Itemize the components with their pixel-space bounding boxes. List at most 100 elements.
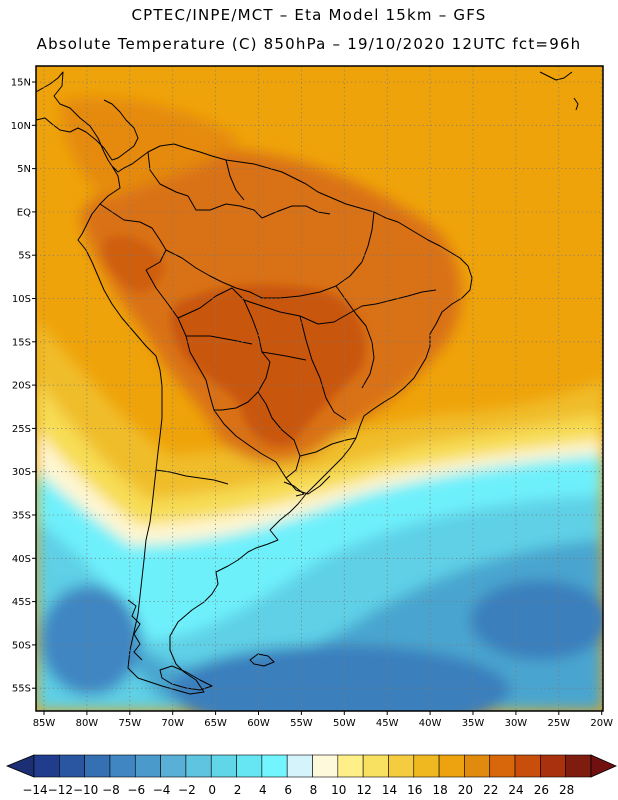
lat-label: 5S bbox=[18, 251, 31, 262]
border-colombia-ecuador-peru bbox=[99, 203, 167, 271]
lon-label: 40W bbox=[419, 718, 442, 729]
colorbar-swatch bbox=[109, 754, 136, 778]
coastlines bbox=[36, 71, 579, 695]
west-hot-zone bbox=[103, 236, 165, 293]
colorbar-label: 20 bbox=[458, 783, 473, 797]
lat-label: 10S bbox=[12, 294, 31, 305]
border-argentina-north bbox=[213, 409, 331, 495]
border-brazil-states-4 bbox=[375, 289, 437, 305]
chart-title-line1: CPTEC/INPE/MCT – Eta Model 15km – GFS bbox=[131, 6, 487, 24]
colorbar-label: 6 bbox=[284, 783, 292, 797]
central-america-coast-west bbox=[36, 71, 113, 167]
colorbar-swatch bbox=[185, 754, 212, 778]
colorbar-label: 16 bbox=[407, 783, 422, 797]
colorbar-swatch bbox=[540, 754, 566, 778]
cold-core-southwest bbox=[40, 585, 140, 695]
central-america-coast-east bbox=[36, 99, 139, 161]
colorbar-label: −10 bbox=[73, 783, 98, 797]
lat-label: 5N bbox=[17, 164, 31, 175]
colorbar-swatch bbox=[489, 754, 516, 778]
colorbar-swatch bbox=[565, 754, 592, 778]
border-north bbox=[147, 151, 331, 219]
colorbar-label: 24 bbox=[508, 783, 523, 797]
lat-label: 20S bbox=[12, 381, 31, 392]
border-brazil-states-1 bbox=[243, 299, 377, 325]
lon-label: 55W bbox=[290, 718, 313, 729]
colorbar-swatch bbox=[261, 754, 288, 778]
colorbar-swatch bbox=[59, 754, 85, 778]
lat-label: 10N bbox=[11, 121, 31, 132]
border-brazil-states-2 bbox=[299, 315, 347, 421]
colorbar-swatch bbox=[362, 754, 389, 778]
lat-label: 15S bbox=[12, 337, 31, 348]
colorbar-label: 2 bbox=[234, 783, 242, 797]
colorbar-swatch bbox=[388, 754, 415, 778]
colorbar-label: −4 bbox=[153, 783, 171, 797]
colorbar-swatch bbox=[286, 754, 313, 778]
colorbar-swatch bbox=[413, 754, 440, 778]
colorbar-label: −2 bbox=[178, 783, 196, 797]
colorbar bbox=[5, 754, 617, 778]
colorbar-swatch bbox=[337, 754, 364, 778]
colorbar-label: −6 bbox=[127, 783, 145, 797]
border-uruguay bbox=[299, 437, 357, 457]
lon-label: 30W bbox=[505, 718, 528, 729]
lat-label: EQ bbox=[17, 207, 31, 218]
colorbar-labels: −14 −12 −10 −8 −6 −4 −2 0 2 4 6 8 10 12 14 16 18 20 22 24 26… bbox=[22, 783, 574, 797]
border-venezuela-guyana bbox=[225, 159, 245, 201]
lat-label: 40S bbox=[12, 554, 31, 565]
colorbar-label: 18 bbox=[432, 783, 447, 797]
longitude-axis: 85W 80W 75W 70W 65W 60W 55W 50W 45W 40W 35W 30W 25W 2… bbox=[33, 711, 613, 729]
lon-label: 20W bbox=[590, 718, 613, 729]
interior-hot-zone bbox=[170, 285, 366, 446]
colorbar-label: −14 bbox=[22, 783, 47, 797]
chart-title-line2: Absolute Temperature (C) 850hPa – 19/10/… bbox=[36, 35, 582, 53]
colorbar-left-arrow bbox=[5, 754, 35, 778]
lon-label: 75W bbox=[118, 718, 141, 729]
border-argentina-provinces bbox=[155, 469, 229, 485]
lon-label: 85W bbox=[33, 718, 56, 729]
lon-label: 70W bbox=[161, 718, 184, 729]
lon-label: 45W bbox=[376, 718, 399, 729]
map-frame bbox=[35, 65, 604, 712]
north-warm-zone bbox=[60, 97, 240, 200]
border-brazil-states-5 bbox=[361, 211, 375, 263]
colorbar-swatch bbox=[514, 754, 541, 778]
lat-label: 35S bbox=[12, 511, 31, 522]
south-america-coastline bbox=[77, 143, 473, 695]
colorbar-swatch bbox=[236, 754, 263, 778]
border-brazil-north bbox=[165, 249, 363, 299]
colorbar-label: 0 bbox=[208, 783, 216, 797]
colorbar-swatch bbox=[464, 754, 491, 778]
colorbar-swatch bbox=[438, 754, 465, 778]
border-peru-bolivia-chile bbox=[145, 269, 215, 411]
colorbar-swatch bbox=[312, 754, 339, 778]
lon-label: 50W bbox=[333, 718, 356, 729]
lon-label: 35W bbox=[462, 718, 485, 729]
border-brazil-states-3 bbox=[335, 285, 375, 389]
colorbar-swatch bbox=[134, 754, 161, 778]
lon-label: 60W bbox=[247, 718, 270, 729]
tierra-del-fuego bbox=[159, 665, 213, 691]
falkland-islands bbox=[249, 653, 275, 667]
colorbar-label: 10 bbox=[331, 783, 346, 797]
colorbar-label: −12 bbox=[48, 783, 73, 797]
colorbar-swatch bbox=[84, 754, 111, 778]
caribbean-islands bbox=[539, 71, 573, 81]
temperature-field bbox=[36, 66, 603, 711]
colorbar-label: 28 bbox=[559, 783, 574, 797]
colorbar-label: 4 bbox=[259, 783, 267, 797]
rio-de-la-plata bbox=[283, 481, 305, 497]
lon-label: 80W bbox=[76, 718, 99, 729]
border-brazil-states-7 bbox=[261, 351, 307, 361]
lon-label: 25W bbox=[547, 718, 570, 729]
colorbar-label: −8 bbox=[102, 783, 120, 797]
colorbar-label: 22 bbox=[483, 783, 498, 797]
lat-label: 25S bbox=[12, 424, 31, 435]
latitude-axis: 15N 10N 5N EQ 5S 10S 15S 20S 25S 30S 35S 40S 45S 50S 5… bbox=[11, 78, 36, 695]
lesser-antilles bbox=[573, 97, 579, 111]
colorbar-label: 8 bbox=[310, 783, 318, 797]
colorbar-swatch bbox=[210, 754, 237, 778]
colorbar-label: 26 bbox=[534, 783, 549, 797]
